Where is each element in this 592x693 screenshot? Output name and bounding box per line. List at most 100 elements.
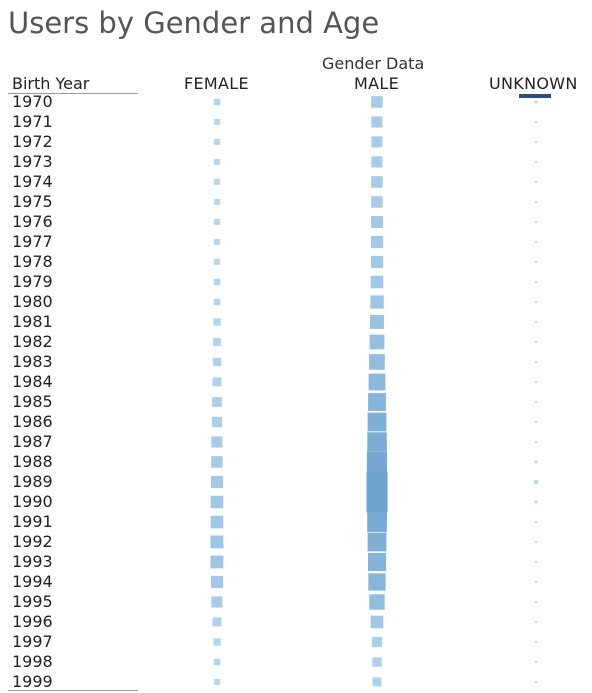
mark-female-1995[interactable] (211, 596, 223, 608)
mark-female-1983[interactable] (212, 357, 222, 367)
mark-female-1989[interactable] (210, 475, 224, 489)
mark-male-1980[interactable] (370, 295, 384, 309)
mark-unknown-1986[interactable] (535, 420, 538, 423)
mark-male-1976[interactable] (371, 216, 383, 228)
mark-male-1999[interactable] (372, 677, 382, 687)
mark-female-1979[interactable] (213, 278, 221, 286)
mark-unknown-1998[interactable] (535, 661, 538, 664)
mark-male-1993[interactable] (368, 553, 387, 572)
mark-female-1981[interactable] (213, 318, 221, 326)
mark-female-1974[interactable] (214, 179, 220, 185)
mark-female-1973[interactable] (214, 159, 220, 165)
column-header-female[interactable]: FEMALE (184, 74, 249, 93)
mark-female-1999[interactable] (214, 679, 220, 685)
mark-male-1979[interactable] (370, 275, 384, 289)
mark-unknown-1993[interactable] (535, 561, 538, 564)
column-header-unknown-highlight (519, 94, 551, 98)
mark-female-1984[interactable] (212, 377, 222, 387)
mark-female-1987[interactable] (211, 436, 223, 448)
row-label-1999: 1999 (12, 672, 53, 691)
mark-unknown-1990[interactable] (534, 500, 538, 504)
mark-female-1978[interactable] (214, 259, 220, 265)
mark-female-1993[interactable] (210, 555, 224, 569)
mark-female-1986[interactable] (211, 416, 223, 428)
mark-unknown-1991[interactable] (535, 521, 538, 524)
mark-male-1977[interactable] (370, 235, 384, 249)
mark-female-1971[interactable] (214, 119, 220, 125)
row-label-1982: 1982 (12, 332, 53, 351)
mark-male-1974[interactable] (371, 176, 383, 188)
mark-female-1975[interactable] (214, 199, 220, 205)
mark-male-1970[interactable] (371, 96, 383, 108)
mark-female-1970[interactable] (213, 98, 221, 106)
mark-unknown-1995[interactable] (535, 601, 538, 604)
mark-male-1991[interactable] (367, 512, 387, 532)
mark-unknown-1992[interactable] (535, 541, 538, 544)
row-label-1990: 1990 (12, 492, 53, 511)
mark-female-1996[interactable] (212, 617, 222, 627)
mark-unknown-1997[interactable] (535, 641, 538, 644)
row-label-1974: 1974 (12, 172, 53, 191)
mark-male-1988[interactable] (366, 451, 387, 472)
mark-unknown-1979[interactable] (535, 280, 538, 283)
mark-male-1987[interactable] (367, 432, 387, 452)
mark-female-1976[interactable] (214, 219, 220, 225)
mark-female-1988[interactable] (211, 456, 223, 468)
mark-unknown-1999[interactable] (535, 681, 538, 684)
mark-male-1995[interactable] (369, 594, 385, 610)
mark-unknown-1970[interactable] (534, 100, 538, 104)
mark-male-1996[interactable] (370, 615, 384, 629)
row-label-1970: 1970 (12, 92, 53, 111)
mark-unknown-1994[interactable] (535, 581, 538, 584)
mark-unknown-1973[interactable] (535, 160, 538, 163)
mark-unknown-1972[interactable] (535, 140, 538, 143)
row-label-1976: 1976 (12, 212, 53, 231)
mark-unknown-1981[interactable] (535, 320, 538, 323)
mark-unknown-1987[interactable] (535, 440, 538, 443)
mark-unknown-1985[interactable] (535, 400, 538, 403)
mark-unknown-1974[interactable] (535, 180, 538, 183)
mark-female-1985[interactable] (212, 397, 222, 407)
mark-unknown-1975[interactable] (535, 200, 538, 203)
mark-male-1997[interactable] (371, 636, 383, 648)
mark-female-1980[interactable] (213, 298, 221, 306)
mark-female-1997[interactable] (213, 638, 221, 646)
mark-male-1981[interactable] (370, 315, 384, 329)
mark-unknown-1978[interactable] (535, 260, 538, 263)
mark-male-1984[interactable] (368, 373, 386, 391)
mark-male-1994[interactable] (368, 573, 386, 591)
mark-male-1985[interactable] (368, 393, 386, 411)
column-header-unknown[interactable]: UNKNOWN (489, 74, 578, 93)
mark-male-1975[interactable] (371, 196, 383, 208)
mark-female-1994[interactable] (210, 575, 224, 589)
mark-unknown-1971[interactable] (535, 121, 538, 124)
mark-unknown-1983[interactable] (535, 360, 538, 363)
mark-unknown-1977[interactable] (535, 240, 538, 243)
mark-male-1982[interactable] (369, 334, 385, 350)
mark-female-1977[interactable] (214, 239, 220, 245)
column-header-male[interactable]: MALE (354, 74, 399, 93)
mark-female-1990[interactable] (210, 495, 224, 509)
mark-female-1982[interactable] (213, 338, 221, 346)
mark-male-1989[interactable] (366, 471, 388, 493)
mark-male-1992[interactable] (367, 532, 387, 552)
mark-unknown-1982[interactable] (535, 340, 538, 343)
mark-unknown-1989[interactable] (533, 479, 539, 485)
mark-unknown-1996[interactable] (535, 621, 538, 624)
mark-male-1986[interactable] (367, 412, 387, 432)
mark-male-1998[interactable] (372, 657, 382, 667)
mark-female-1992[interactable] (210, 535, 224, 549)
mark-male-1983[interactable] (369, 354, 385, 370)
mark-unknown-1988[interactable] (534, 460, 538, 464)
mark-unknown-1984[interactable] (535, 380, 538, 383)
mark-male-1990[interactable] (366, 491, 388, 513)
mark-female-1998[interactable] (213, 658, 221, 666)
mark-male-1972[interactable] (371, 136, 383, 148)
mark-male-1973[interactable] (371, 156, 383, 168)
mark-female-1991[interactable] (210, 515, 224, 529)
mark-unknown-1980[interactable] (535, 300, 538, 303)
mark-unknown-1976[interactable] (535, 220, 538, 223)
mark-male-1978[interactable] (370, 255, 384, 269)
mark-female-1972[interactable] (214, 139, 220, 145)
mark-male-1971[interactable] (371, 116, 383, 128)
